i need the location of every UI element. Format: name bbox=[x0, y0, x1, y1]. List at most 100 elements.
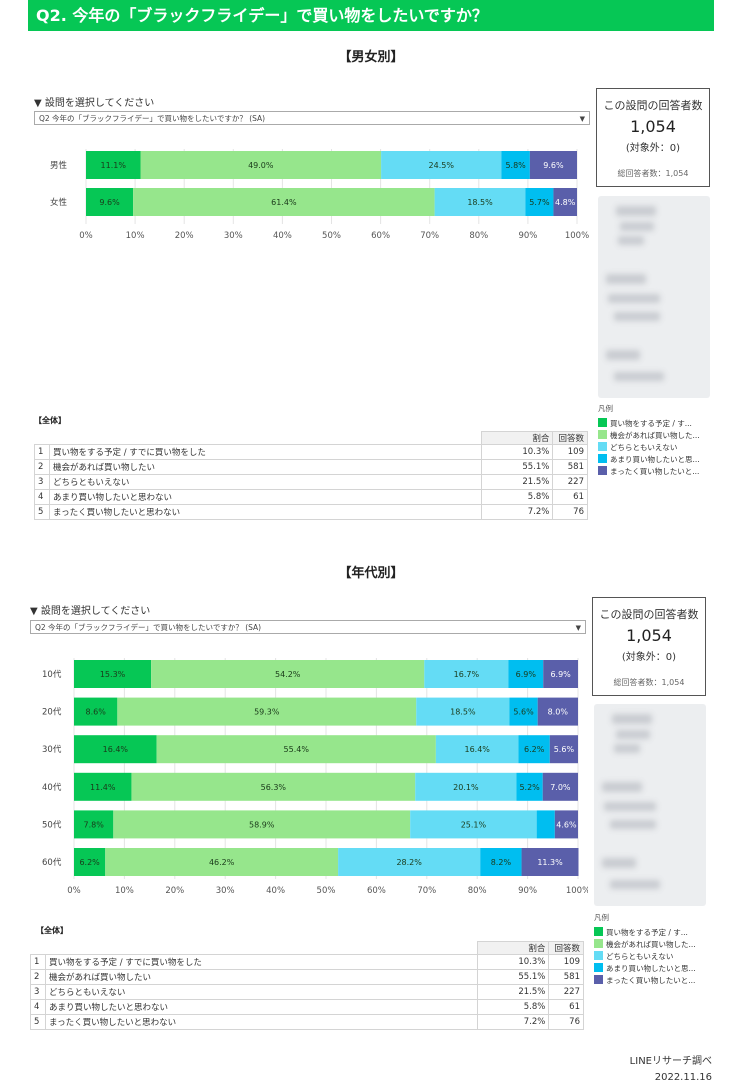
x-tick-label: 80% bbox=[469, 231, 488, 241]
bar-segment bbox=[74, 735, 157, 764]
age-section-title: 【年代別】 bbox=[338, 566, 404, 581]
x-tick-label: 100% bbox=[565, 231, 589, 241]
bar-segment bbox=[416, 697, 510, 726]
bar-segment bbox=[133, 188, 435, 216]
data-label: 54.2% bbox=[275, 670, 301, 679]
bar-segment bbox=[553, 188, 577, 216]
data-label: 59.3% bbox=[254, 708, 280, 717]
legend-swatch bbox=[598, 466, 607, 475]
legend-swatch bbox=[598, 454, 607, 463]
category-label: 30代 bbox=[42, 744, 62, 755]
data-label: 4.6% bbox=[556, 820, 577, 829]
data-label: 6.2% bbox=[524, 745, 545, 754]
data-label: 11.3% bbox=[537, 858, 563, 867]
table-row: 2 機会があれば買い物したい 55.1% 581 bbox=[30, 969, 584, 985]
legend-title: 凡例 bbox=[598, 404, 613, 413]
legend-swatch bbox=[594, 927, 603, 936]
totals-label: 【全体】 bbox=[36, 926, 68, 935]
x-tick-label: 80% bbox=[468, 886, 487, 896]
x-tick-label: 20% bbox=[165, 886, 184, 896]
age-stacked-bar-chart: 0% 10% 20% 30% 40% 50% 60% 70% 80% 90% 100% 10代 15.3… bbox=[42, 658, 588, 896]
blurred-filter-panel bbox=[594, 704, 706, 906]
x-tick-label: 0% bbox=[67, 886, 81, 896]
category-label: 50代 bbox=[42, 819, 62, 830]
question-select-value: Q2 今年の「ブラックフライデー」で買い物をしたいですか？ (SA) bbox=[35, 623, 262, 632]
bar-segment bbox=[501, 151, 530, 179]
category-label: 40代 bbox=[42, 782, 62, 793]
x-tick-label: 20% bbox=[175, 231, 194, 241]
bar-segment bbox=[74, 848, 106, 876]
data-label: 16.4% bbox=[464, 745, 490, 754]
bar-segment bbox=[74, 697, 118, 726]
totals-table: 割合 回答数 1 買い物をする予定 / すでに買い物をした 10.3% 109 2 機会が… bbox=[29, 941, 584, 1030]
ratio-header: 割合 bbox=[477, 941, 550, 955]
x-tick-label: 50% bbox=[322, 231, 341, 241]
data-label: 25.1% bbox=[461, 820, 487, 829]
table-row: 1 買い物をする予定 / すでに買い物をした 10.3% 109 bbox=[30, 954, 584, 970]
data-label: 8.6% bbox=[86, 708, 107, 717]
legend-item: 買い物をする予定 / す... bbox=[598, 418, 700, 430]
legend-item: 機会があれば買い物した... bbox=[598, 430, 700, 442]
legend-item: まったく買い物したいと... bbox=[594, 975, 696, 987]
legend-swatch bbox=[598, 430, 607, 439]
question-picker-label: ▼ 設問を選択してください bbox=[30, 606, 151, 617]
legend-swatch bbox=[598, 418, 607, 427]
source-credit: LINEリサーチ調べ bbox=[629, 1056, 712, 1067]
bar-segment bbox=[480, 848, 522, 876]
respondent-count-title: この設問の回答者数 bbox=[599, 608, 699, 621]
chevron-down-icon: ▼ bbox=[575, 624, 581, 632]
bar-segment bbox=[424, 660, 509, 688]
data-label: 6.2% bbox=[79, 858, 100, 867]
respondent-excluded: (対象外：0) bbox=[625, 143, 681, 154]
legend-item: どちらともいえない bbox=[598, 442, 700, 454]
category-label: 女性 bbox=[50, 197, 68, 208]
data-label: 9.6% bbox=[99, 198, 120, 207]
bar-segment bbox=[86, 188, 134, 216]
bar-segment bbox=[338, 848, 481, 876]
question-picker-label: ▼ 設問を選択してください bbox=[34, 98, 155, 109]
data-label: 56.3% bbox=[261, 783, 287, 792]
data-label: 7.0% bbox=[550, 783, 571, 792]
question-select[interactable]: Q2 今年の「ブラックフライデー」で買い物をしたいですか？ (SA) ▼ bbox=[30, 620, 586, 634]
respondent-count: 1,054 bbox=[630, 117, 676, 136]
x-tick-label: 30% bbox=[216, 886, 235, 896]
data-label: 18.5% bbox=[450, 708, 476, 717]
data-label: 46.2% bbox=[209, 858, 235, 867]
data-label: 16.7% bbox=[454, 670, 480, 679]
legend-swatch bbox=[594, 975, 603, 984]
x-tick-label: 10% bbox=[115, 886, 134, 896]
question-select[interactable]: Q2 今年の「ブラックフライデー」で買い物をしたいですか？ (SA) ▼ bbox=[34, 111, 590, 125]
legend-swatch bbox=[594, 963, 603, 972]
bar-segment bbox=[549, 735, 578, 764]
table-row: 3 どちらともいえない 21.5% 227 bbox=[34, 474, 588, 490]
page-title: Q2. 今年の「ブラックフライデー」で買い物をしたいですか？ bbox=[28, 0, 714, 31]
table-row: 3 どちらともいえない 21.5% 227 bbox=[30, 984, 584, 1000]
data-label: 5.6% bbox=[513, 708, 534, 717]
totals-table: 割合 回答数 1 買い物をする予定 / すでに買い物をした 10.3% 109 2 機会が… bbox=[33, 431, 588, 520]
blurred-filter-panel bbox=[598, 196, 710, 398]
legend-item: あまり買い物したいと思... bbox=[594, 963, 696, 975]
data-label: 7.8% bbox=[83, 820, 104, 829]
respondent-total: 総回答者数：1,054 bbox=[613, 678, 685, 687]
bar-segment bbox=[415, 772, 517, 801]
x-tick-label: 30% bbox=[224, 231, 243, 241]
bar-segment bbox=[435, 735, 519, 764]
bar-segment bbox=[516, 772, 543, 801]
chevron-down-icon: ▼ bbox=[579, 115, 585, 123]
table-row: 5 まったく買い物したいと思わない 7.2% 76 bbox=[34, 504, 588, 520]
bar-segment bbox=[434, 188, 526, 216]
data-label: 6.9% bbox=[516, 670, 537, 679]
category-label: 60代 bbox=[42, 857, 62, 868]
x-tick-label: 40% bbox=[266, 886, 285, 896]
table-row: 5 まったく買い物したいと思わない 7.2% 76 bbox=[30, 1014, 584, 1030]
respondent-count-box: この設問の回答者数 1,054 (対象外：0) 総回答者数：1,054 bbox=[596, 88, 710, 187]
data-label: 18.5% bbox=[467, 198, 493, 207]
bar-segment bbox=[381, 151, 502, 179]
publish-date: 2022.11.16 bbox=[654, 1072, 712, 1083]
bar-segment bbox=[543, 660, 578, 688]
data-label: 49.0% bbox=[248, 161, 274, 170]
bar-segment bbox=[518, 735, 550, 764]
data-label: 20.1% bbox=[453, 783, 479, 792]
bar-segment bbox=[156, 735, 436, 764]
table-row: 1 買い物をする予定 / すでに買い物をした 10.3% 109 bbox=[34, 444, 588, 460]
